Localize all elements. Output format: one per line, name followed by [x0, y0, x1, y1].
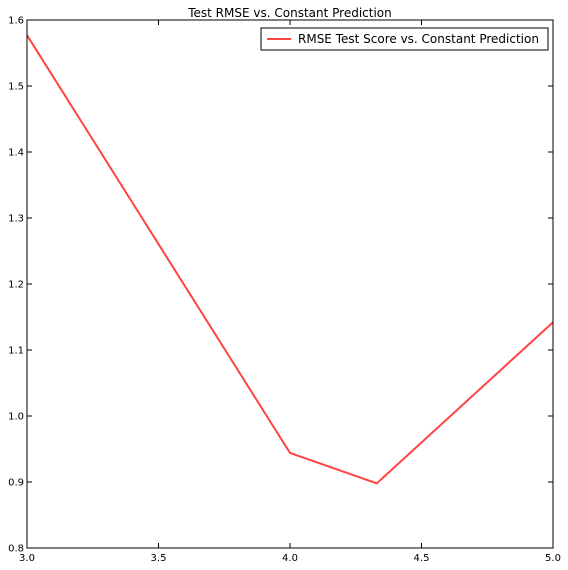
axis-ticks: 3.0 3.5 4.0 4.5 5.0 0.8 0.9 1.0 1.1 1.2 1.3 1.4 1.5 1…: [8, 16, 561, 565]
chart-title: Test RMSE vs. Constant Prediction: [187, 6, 392, 20]
y-tick-label: 1.6: [8, 16, 24, 27]
y-tick-label: 1.3: [8, 214, 24, 225]
series-layer: [26, 34, 554, 485]
y-tick-label: 1.1: [8, 346, 24, 357]
x-tick-label: 3.0: [19, 553, 35, 564]
legend: RMSE Test Score vs. Constant Prediction: [260, 27, 549, 51]
x-tick-label: 3.5: [151, 553, 167, 564]
plot-frame: [26, 19, 554, 549]
y-tick-label: 0.9: [8, 478, 24, 489]
x-tick-label: 4.0: [282, 553, 298, 564]
legend-label: RMSE Test Score vs. Constant Prediction: [298, 32, 539, 46]
y-tick-label: 1.4: [8, 148, 24, 159]
legend-box: [260, 27, 549, 51]
x-tick-label: 4.5: [414, 553, 430, 564]
y-tick-label: 1.5: [8, 82, 24, 93]
y-tick-label: 1.2: [8, 280, 24, 291]
y-tick-label: 0.8: [8, 544, 24, 555]
series-line: [26, 34, 554, 485]
x-tick-label: 5.0: [545, 553, 561, 564]
y-tick-label: 1.0: [8, 412, 24, 423]
